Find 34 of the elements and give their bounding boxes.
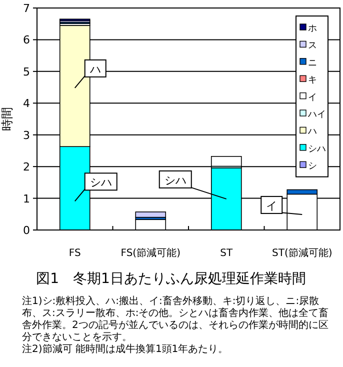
legend-label: ス: [308, 41, 317, 52]
x-tick-label: ST(節減可能): [272, 247, 332, 259]
y-tick-label: 0: [23, 224, 30, 237]
legend-label: シハ: [308, 144, 326, 154]
y-tick-label: 4: [23, 97, 30, 110]
legend-label: ハ: [307, 127, 317, 138]
y-tick-label: 7: [23, 2, 30, 15]
y-tick-label: 5: [23, 65, 30, 78]
callout: シハ: [74, 172, 118, 202]
y-axis-title: 時間: [0, 107, 14, 131]
y-tick-label: 3: [23, 128, 30, 142]
text: 注2)節減可 能時間は成牛換算1頭1年あたり。: [22, 344, 230, 356]
legend-label: ホ: [308, 24, 317, 34]
text: 図1 冬期1日あたりふん尿処理延作業時間: [36, 271, 306, 287]
callout: ハ: [74, 59, 106, 88]
annotation: シハ: [164, 174, 186, 187]
legend-label: ハイ: [307, 110, 326, 120]
legend-label: キ: [308, 76, 317, 86]
callout: シハ: [158, 170, 227, 200]
x-tick-label: FS(節減可能): [120, 247, 181, 259]
annotation: イ: [266, 199, 278, 212]
legend-label: シ: [308, 162, 317, 172]
y-tick-label: 1: [23, 192, 30, 206]
callout: イ: [260, 196, 303, 215]
legend-label: ニ: [308, 58, 317, 68]
x-tick-label: FS: [68, 248, 81, 259]
y-tick-label: 2: [23, 160, 30, 174]
legend-label: イ: [308, 92, 317, 103]
bar: [135, 212, 166, 218]
annotation: ハ: [88, 62, 101, 76]
x-tick-label: ST: [220, 248, 234, 259]
y-tick-label: 6: [23, 34, 30, 47]
annotation: シハ: [90, 176, 112, 190]
text: 注1)シ:敷料投入、ハ:搬出、イ:畜舎外移動、キ:切り返し、ニ:尿散布、ス:スラリー散布、ホ:その他。シとハは畜舎内作業、他は全て畜舎外作業。2つの記号が並んでいるのは、それらの作業が時間的に区分できないことを示す。: [22, 296, 330, 344]
